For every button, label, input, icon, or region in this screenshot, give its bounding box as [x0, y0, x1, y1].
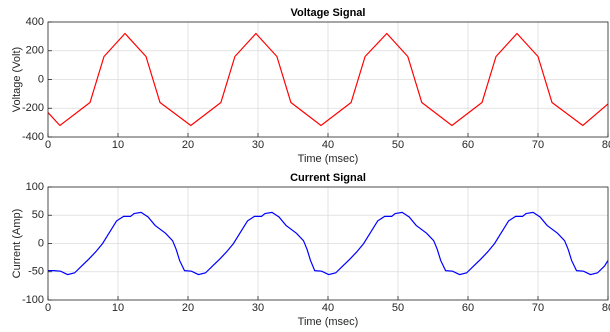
- chart-title: Current Signal: [290, 172, 366, 184]
- signal-line: [48, 211, 609, 276]
- x-tick-label: 20: [182, 139, 194, 151]
- x-axis-title: Time (msec): [298, 153, 359, 165]
- y-tick-label: 200: [26, 45, 44, 57]
- x-tick-label: 0: [45, 302, 51, 314]
- y-tick-label: 50: [32, 209, 44, 221]
- x-tick-label: 60: [462, 302, 474, 314]
- x-tick-label: 50: [392, 139, 404, 151]
- y-tick-label: 0: [38, 73, 44, 85]
- x-tick-label: 70: [532, 139, 544, 151]
- y-tick-label: -200: [22, 102, 44, 114]
- y-tick-label: -400: [22, 131, 44, 143]
- x-tick-label: 30: [252, 302, 264, 314]
- y-tick-label: -50: [28, 266, 44, 278]
- x-tick-label: 40: [322, 139, 334, 151]
- signal-line: [47, 32, 609, 127]
- x-tick-label: 80: [602, 302, 610, 314]
- x-tick-label: 80: [602, 139, 610, 151]
- x-tick-label: 30: [252, 139, 264, 151]
- y-tick-label: 0: [38, 237, 44, 249]
- chart-title: Voltage Signal: [291, 7, 366, 19]
- x-tick-label: 10: [112, 302, 124, 314]
- x-axis-title: Time (msec): [298, 316, 359, 328]
- x-tick-label: 70: [532, 302, 544, 314]
- y-axis-title: Voltage (Volt): [11, 47, 23, 112]
- x-tick-label: 20: [182, 302, 194, 314]
- y-tick-label: -100: [22, 294, 44, 306]
- x-tick-label: 10: [112, 139, 124, 151]
- y-tick-label: 100: [26, 181, 44, 193]
- x-tick-label: 50: [392, 302, 404, 314]
- y-axis-title: Current (Amp): [11, 209, 23, 279]
- y-tick-label: 400: [26, 16, 44, 28]
- x-tick-label: 60: [462, 139, 474, 151]
- axes-frame: [47, 186, 609, 301]
- x-tick-label: 40: [322, 302, 334, 314]
- x-tick-label: 0: [45, 139, 51, 151]
- axes-frame: [47, 21, 609, 138]
